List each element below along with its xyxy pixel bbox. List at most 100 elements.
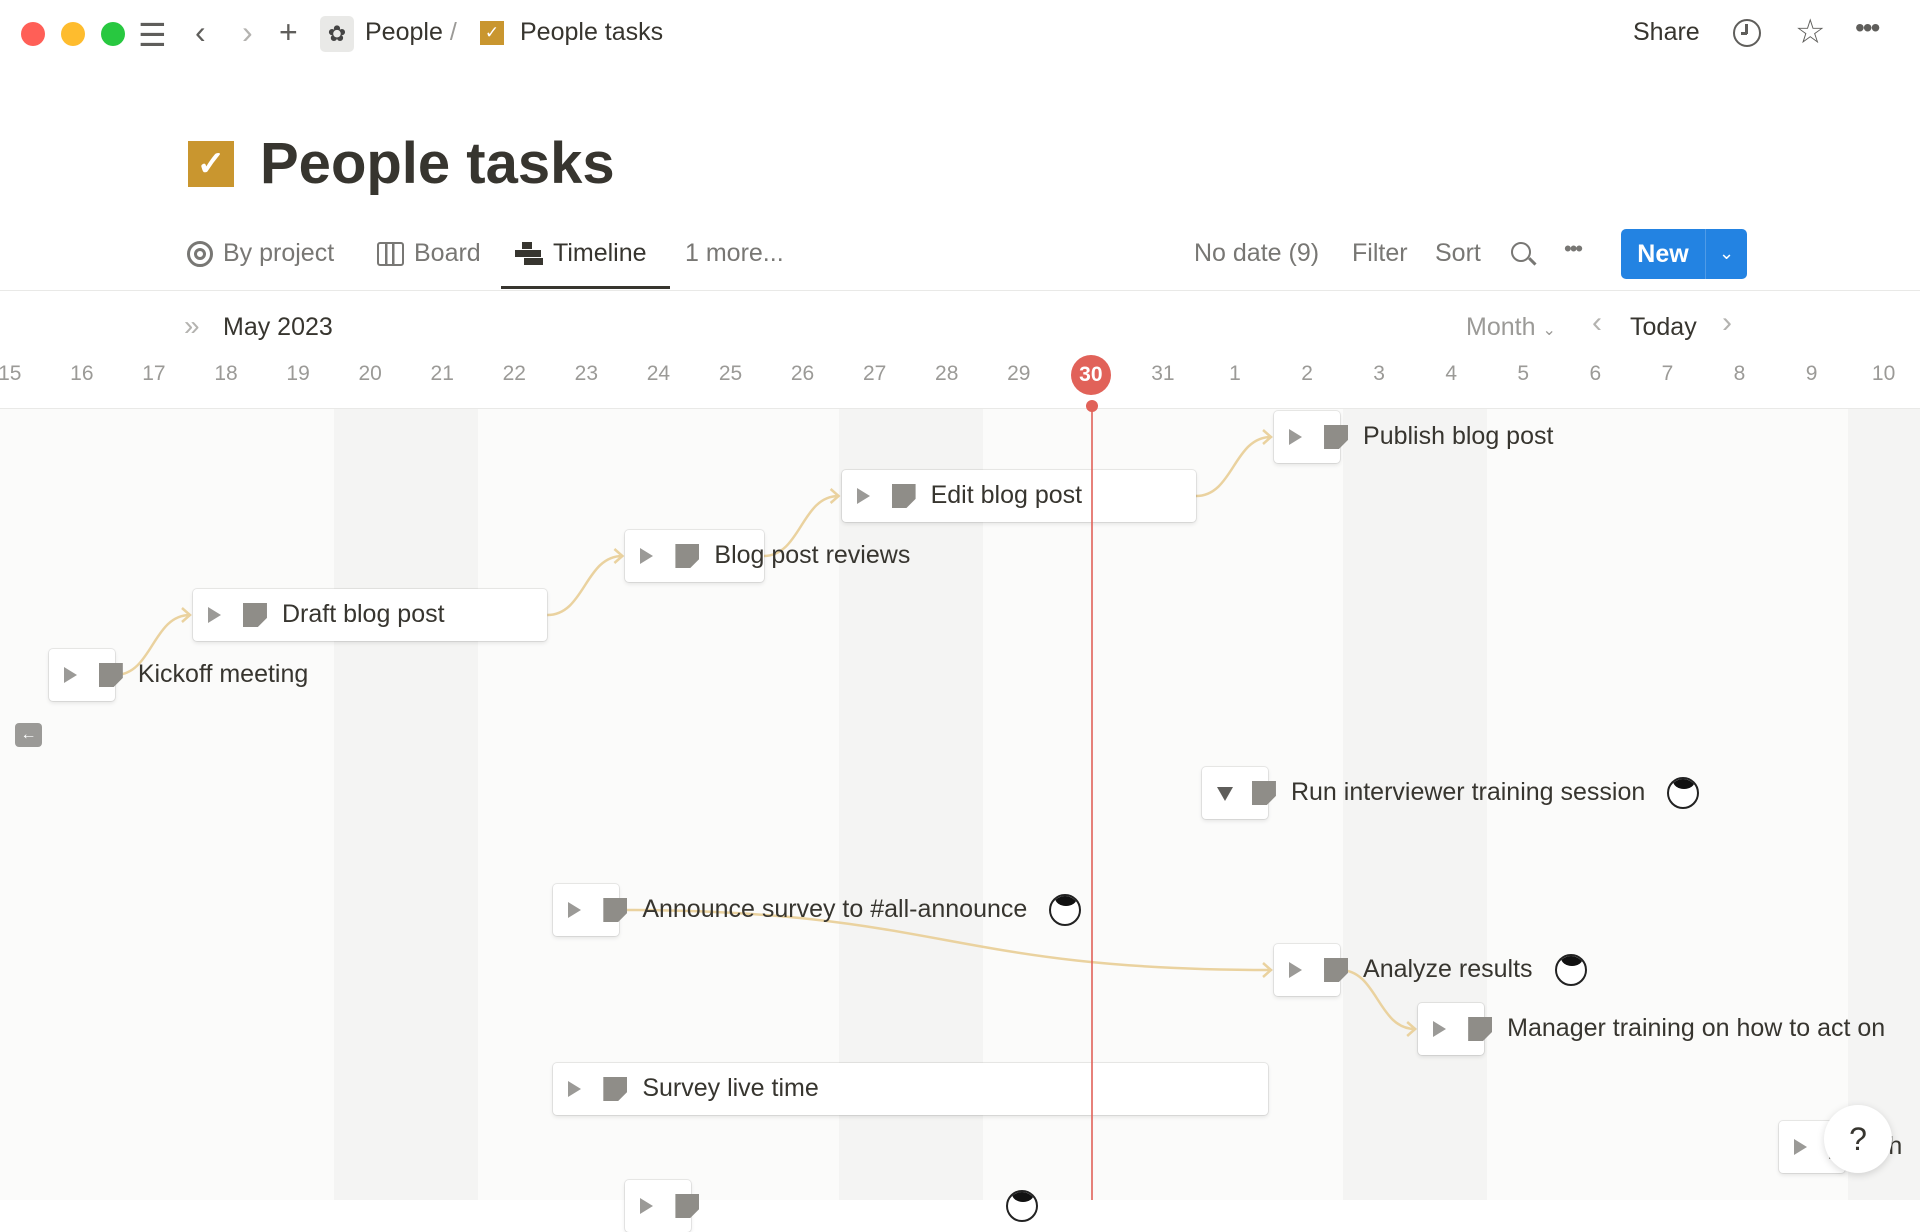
day-label: 26 <box>790 362 815 385</box>
expand-triangle-icon[interactable] <box>640 548 654 564</box>
expand-triangle-icon[interactable] <box>1289 429 1303 445</box>
weekend-column <box>334 409 407 1200</box>
tab-label: By project <box>223 239 335 267</box>
dependency-line <box>547 554 623 617</box>
task-title[interactable]: Blog post reviews <box>714 541 911 569</box>
day-label: 10 <box>1871 362 1896 385</box>
flower-icon[interactable]: ✿ <box>320 16 354 52</box>
header-divider <box>0 408 1920 409</box>
dependency-line <box>1340 968 1416 1031</box>
day-label: 5 <box>1517 362 1530 385</box>
task-title[interactable]: Edit blog post <box>930 481 1083 509</box>
plus-icon[interactable]: + <box>279 14 298 50</box>
weekend-column <box>1415 409 1488 1200</box>
sort-button[interactable]: Sort <box>1435 239 1481 267</box>
expand-triangle-icon[interactable] <box>1289 962 1303 978</box>
dependency-arrowhead <box>829 488 841 504</box>
expand-triangle-icon[interactable] <box>640 1198 654 1214</box>
tab-timeline[interactable]: Timeline <box>515 239 647 268</box>
day-label: 3 <box>1373 362 1385 385</box>
avatar[interactable] <box>1049 894 1082 926</box>
day-label: 17 <box>142 362 166 385</box>
prev-period-button[interactable]: ‹ <box>1592 306 1602 339</box>
day-label: 7 <box>1661 362 1674 385</box>
tab-label: Board <box>414 239 481 267</box>
breadcrumb-parent-label: People <box>365 18 443 46</box>
avatar[interactable] <box>1554 954 1587 986</box>
task-title[interactable]: Manager training on how to act on <box>1507 1014 1886 1042</box>
dependency-line <box>763 494 839 558</box>
expand-triangle-icon[interactable] <box>568 1081 582 1097</box>
dependency-arrowhead <box>613 548 625 564</box>
month-label: May 2023 <box>223 313 333 341</box>
dependency-arrowhead <box>1262 962 1273 978</box>
new-button-label[interactable]: New <box>1637 240 1689 268</box>
search-icon[interactable] <box>1511 242 1537 266</box>
more-icon[interactable]: ••• <box>1855 12 1880 43</box>
expand-triangle-icon[interactable] <box>1793 1139 1807 1155</box>
expand-triangle-icon[interactable] <box>568 902 582 918</box>
tab-by-project[interactable]: By project <box>187 239 334 268</box>
task-title[interactable]: Kickoff meeting <box>137 660 309 688</box>
help-button[interactable]: ? <box>1824 1105 1892 1173</box>
scale-select[interactable]: Month ⌄ <box>1466 313 1556 342</box>
day-label: 21 <box>430 362 454 385</box>
page-icon[interactable]: ✓ <box>188 141 234 187</box>
task-title[interactable]: Survey live time <box>642 1074 819 1102</box>
breadcrumb-parent[interactable]: People / <box>365 18 457 47</box>
expand-triangle-icon[interactable] <box>63 667 77 683</box>
day-label: 27 <box>862 362 887 385</box>
maximize-window-button[interactable] <box>101 22 125 46</box>
star-icon[interactable]: ☆ <box>1795 13 1826 51</box>
minimize-window-button[interactable] <box>61 22 85 46</box>
dependency-arrowhead <box>1406 1021 1418 1037</box>
dependency-line <box>114 613 191 677</box>
expand-triangle-icon[interactable] <box>207 607 221 623</box>
checkbox-icon: ✓ <box>480 21 504 45</box>
expand-triangle-icon[interactable] <box>1433 1021 1447 1037</box>
collapse-sidebar-icon[interactable]: » <box>184 310 200 341</box>
forward-icon[interactable]: › <box>242 14 253 50</box>
more-views-button[interactable]: 1 more... <box>685 239 784 267</box>
task-title[interactable]: Announce survey to #all-announce <box>642 895 1028 923</box>
today-dot <box>1086 400 1098 412</box>
day-label: 18 <box>214 362 238 385</box>
tab-board[interactable]: Board <box>377 239 481 268</box>
avatar[interactable] <box>1667 777 1700 809</box>
weekend-column <box>1343 409 1416 1200</box>
page-icon <box>675 1194 700 1218</box>
active-tab-underline <box>501 286 670 289</box>
dependency-arrowhead <box>181 607 192 623</box>
collapse-triangle-icon[interactable] <box>1216 787 1233 801</box>
filter-button[interactable]: Filter <box>1352 239 1408 267</box>
new-button[interactable]: New ⌄ <box>1621 229 1747 279</box>
close-window-button[interactable] <box>21 22 45 46</box>
menu-icon[interactable]: ☰ <box>138 17 167 53</box>
expand-triangle-icon[interactable] <box>856 488 870 504</box>
today-button[interactable]: Today <box>1630 313 1697 341</box>
scale-label: Month <box>1466 313 1536 341</box>
share-button[interactable]: Share <box>1633 18 1700 46</box>
task-title[interactable]: Draft blog post <box>281 600 445 628</box>
dependency-line <box>1195 435 1272 498</box>
dependency-line <box>619 908 1272 972</box>
breadcrumb-current[interactable]: People tasks <box>520 18 664 46</box>
task-bar[interactable] <box>553 1063 1268 1115</box>
clock-icon[interactable] <box>1733 19 1761 47</box>
back-icon[interactable]: ‹ <box>195 14 206 50</box>
next-period-button[interactable]: › <box>1722 306 1732 339</box>
task-title[interactable]: Run interviewer training session <box>1290 778 1646 806</box>
chevron-down-icon[interactable]: ⌄ <box>1705 229 1747 279</box>
scroll-back-button[interactable]: ← <box>15 723 42 747</box>
timeline-icon <box>515 241 543 266</box>
task-title[interactable]: Analyze results <box>1363 955 1533 983</box>
view-options-icon[interactable]: ••• <box>1564 236 1583 261</box>
today-day-label: 30 <box>1070 355 1111 395</box>
no-date-button[interactable]: No date (9) <box>1194 239 1320 267</box>
day-label: 16 <box>70 362 94 385</box>
avatar[interactable] <box>1006 1190 1038 1222</box>
task-title[interactable]: Publish blog post <box>1363 422 1554 450</box>
day-label: 6 <box>1589 362 1602 385</box>
weekend-column <box>406 409 479 1200</box>
day-label: 9 <box>1805 362 1818 385</box>
